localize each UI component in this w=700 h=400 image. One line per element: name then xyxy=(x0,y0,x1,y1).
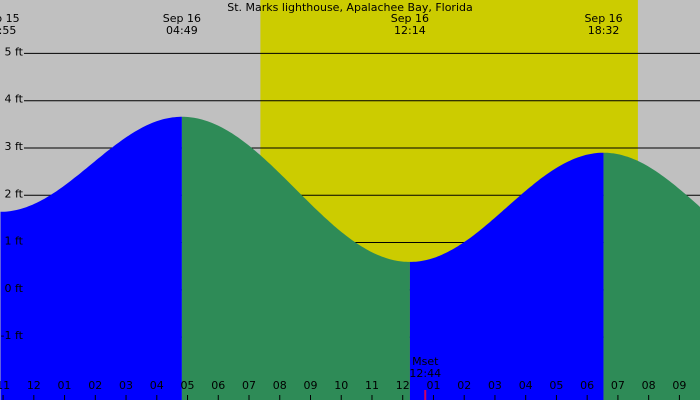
y-tick-label: 5 ft xyxy=(5,45,24,58)
x-tick-label: 07 xyxy=(611,379,625,392)
x-tick-label: 05 xyxy=(181,379,195,392)
y-tick-label: 2 ft xyxy=(5,187,24,200)
event-date: Sep 16 xyxy=(163,12,201,25)
x-tick-label: 08 xyxy=(273,379,287,392)
chart-title: St. Marks lighthouse, Apalachee Bay, Flo… xyxy=(227,1,473,14)
x-tick-label: 09 xyxy=(672,379,686,392)
x-tick-label: 01 xyxy=(426,379,440,392)
x-tick-label: 06 xyxy=(211,379,225,392)
event-time: 12:14 xyxy=(394,24,426,37)
x-tick-label: 10 xyxy=(334,379,348,392)
x-tick-label: 11 xyxy=(0,379,10,392)
x-tick-label: 05 xyxy=(549,379,563,392)
event-time: 18:32 xyxy=(588,24,620,37)
x-tick-label: 02 xyxy=(88,379,102,392)
y-tick-label: 1 ft xyxy=(5,235,24,248)
x-tick-label: 12 xyxy=(27,379,41,392)
y-tick-label: 4 ft xyxy=(5,93,24,106)
event-date: Sep 16 xyxy=(391,12,429,25)
x-tick-label: 04 xyxy=(519,379,533,392)
x-tick-label: 03 xyxy=(119,379,133,392)
x-tick-label: 06 xyxy=(580,379,594,392)
tide-area xyxy=(409,152,604,400)
y-tick-label: -1 ft xyxy=(1,329,24,342)
x-tick-label: 09 xyxy=(303,379,317,392)
y-tick-label: 3 ft xyxy=(5,140,24,153)
moonset-label: Mset xyxy=(412,355,439,368)
x-tick-label: 12 xyxy=(396,379,410,392)
event-date: Sep 15 xyxy=(0,12,20,25)
tide-area xyxy=(603,152,700,400)
tide-area xyxy=(181,116,410,400)
x-tick-label: 03 xyxy=(488,379,502,392)
x-tick-label: 11 xyxy=(365,379,379,392)
x-tick-label: 07 xyxy=(242,379,256,392)
x-tick-label: 04 xyxy=(150,379,164,392)
moonset-time: 12:44 xyxy=(409,367,441,380)
event-time: 04:49 xyxy=(166,24,198,37)
x-tick-label: 08 xyxy=(642,379,656,392)
y-tick-label: 0 ft xyxy=(5,282,24,295)
event-time: 22:55 xyxy=(0,24,16,37)
x-tick-label: 01 xyxy=(58,379,72,392)
tide-area xyxy=(0,116,182,400)
event-date: Sep 16 xyxy=(584,12,622,25)
x-tick-label: 02 xyxy=(457,379,471,392)
